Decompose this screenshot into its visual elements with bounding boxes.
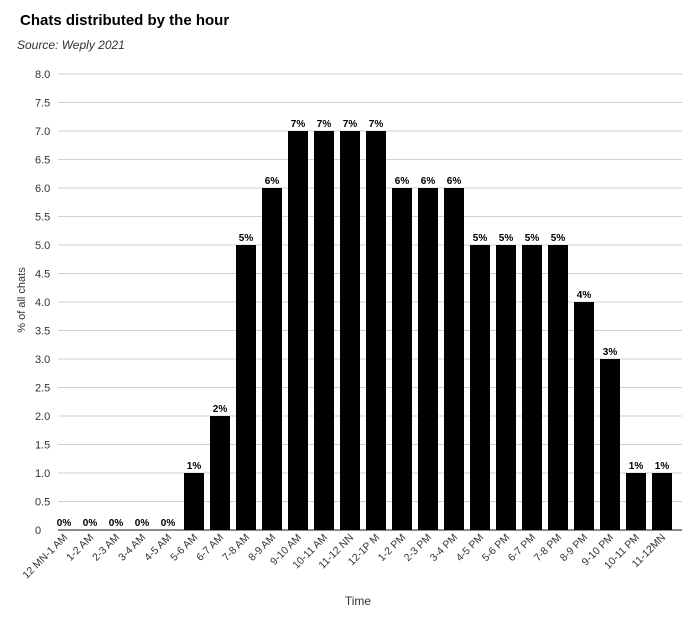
x-tick-label: 7-8 AM bbox=[220, 532, 252, 564]
bar bbox=[444, 188, 464, 530]
y-tick-label: 7.0 bbox=[35, 126, 50, 138]
bar bbox=[574, 302, 594, 530]
y-axis-label: % of all chats bbox=[16, 267, 28, 333]
data-label: 5% bbox=[525, 233, 540, 244]
y-tick-label: 0 bbox=[35, 525, 41, 537]
y-tick-label: 3.0 bbox=[35, 354, 50, 366]
bar bbox=[496, 245, 516, 530]
x-tick-label: 3-4 AM bbox=[116, 532, 148, 564]
x-tick-label: 2-3 PM bbox=[402, 532, 434, 564]
data-label: 7% bbox=[291, 119, 306, 130]
x-tick-label: 12 MN-1 AM bbox=[20, 532, 70, 582]
data-label: 5% bbox=[239, 233, 254, 244]
bar bbox=[314, 131, 334, 530]
data-label: 4% bbox=[577, 290, 592, 301]
y-tick-label: 1.0 bbox=[35, 468, 50, 480]
y-tick-label: 2.5 bbox=[35, 383, 50, 395]
bar bbox=[626, 473, 646, 530]
x-tick-label: 7-8 PM bbox=[532, 532, 564, 564]
data-label: 7% bbox=[369, 119, 384, 130]
data-label: 1% bbox=[629, 461, 644, 472]
y-tick-labels: 0 0.5 1.0 1.5 2.0 2.5 3.0 3.5 4.0 4.5 5.0 5.5 6.0 6.5… bbox=[35, 69, 50, 537]
y-tick-label: 5.0 bbox=[35, 240, 50, 252]
bar bbox=[652, 473, 672, 530]
x-tick-label: 6-7 PM bbox=[506, 532, 538, 564]
data-label: 0% bbox=[109, 518, 124, 529]
y-tick-label: 6.5 bbox=[35, 155, 50, 167]
x-tick-label: 4-5 AM bbox=[142, 532, 174, 564]
bars bbox=[184, 131, 672, 530]
data-label: 2% bbox=[213, 404, 228, 415]
data-label: 0% bbox=[57, 518, 72, 529]
x-tick-label: 6-7 AM bbox=[194, 532, 226, 564]
x-axis-label: Time bbox=[345, 594, 372, 608]
y-tick-label: 5.5 bbox=[35, 212, 50, 224]
x-tick-labels: 12 MN-1 AM1-2 AM2-3 AM3-4 AM4-5 AM5-6 AM… bbox=[20, 532, 668, 582]
x-tick-label: 4-5 PM bbox=[454, 532, 486, 564]
data-label: 3% bbox=[603, 347, 618, 358]
y-tick-label: 6.0 bbox=[35, 183, 50, 195]
bar bbox=[418, 188, 438, 530]
data-label: 5% bbox=[499, 233, 514, 244]
x-tick-label: 3-4 PM bbox=[428, 532, 460, 564]
chart-subtitle: Source: Weply 2021 bbox=[17, 38, 125, 52]
y-tick-label: 1.5 bbox=[35, 440, 50, 452]
data-label: 0% bbox=[161, 518, 176, 529]
y-tick-label: 4.5 bbox=[35, 269, 50, 281]
bar bbox=[262, 188, 282, 530]
y-tick-label: 3.5 bbox=[35, 326, 50, 338]
data-label: 1% bbox=[187, 461, 202, 472]
data-label: 0% bbox=[135, 518, 150, 529]
data-label: 0% bbox=[83, 518, 98, 529]
x-tick-label: 1-2 AM bbox=[64, 532, 96, 564]
bar bbox=[548, 245, 568, 530]
bar bbox=[210, 416, 230, 530]
y-tick-label: 0.5 bbox=[35, 497, 50, 509]
bar bbox=[366, 131, 386, 530]
data-label: 1% bbox=[655, 461, 670, 472]
bar bbox=[522, 245, 542, 530]
x-tick-label: 2-3 AM bbox=[90, 532, 122, 564]
x-tick-label: 1-2 PM bbox=[376, 532, 408, 564]
bar bbox=[600, 359, 620, 530]
data-label: 6% bbox=[421, 176, 436, 187]
data-label: 5% bbox=[473, 233, 488, 244]
data-label: 7% bbox=[343, 119, 358, 130]
bar bbox=[288, 131, 308, 530]
x-tick-label: 5-6 AM bbox=[168, 532, 200, 564]
chart-title: Chats distributed by the hour bbox=[20, 12, 230, 29]
y-tick-label: 2.0 bbox=[35, 411, 50, 423]
data-labels: 0% 0% 0% 0% 0% 1% 2% 5% 6% 7% 7% 7% 7% 6% 6% 6% 5% 5% 5% 5%… bbox=[57, 119, 670, 529]
bar bbox=[340, 131, 360, 530]
bar bbox=[236, 245, 256, 530]
y-tick-label: 8.0 bbox=[35, 69, 50, 81]
y-tick-label: 4.0 bbox=[35, 297, 50, 309]
x-tick-label: 5-6 PM bbox=[480, 532, 512, 564]
data-label: 6% bbox=[265, 176, 280, 187]
data-label: 6% bbox=[447, 176, 462, 187]
bar bbox=[470, 245, 490, 530]
y-tick-label: 7.5 bbox=[35, 98, 50, 110]
data-label: 7% bbox=[317, 119, 332, 130]
data-label: 6% bbox=[395, 176, 410, 187]
data-label: 5% bbox=[551, 233, 566, 244]
bar bbox=[184, 473, 204, 530]
bar bbox=[392, 188, 412, 530]
